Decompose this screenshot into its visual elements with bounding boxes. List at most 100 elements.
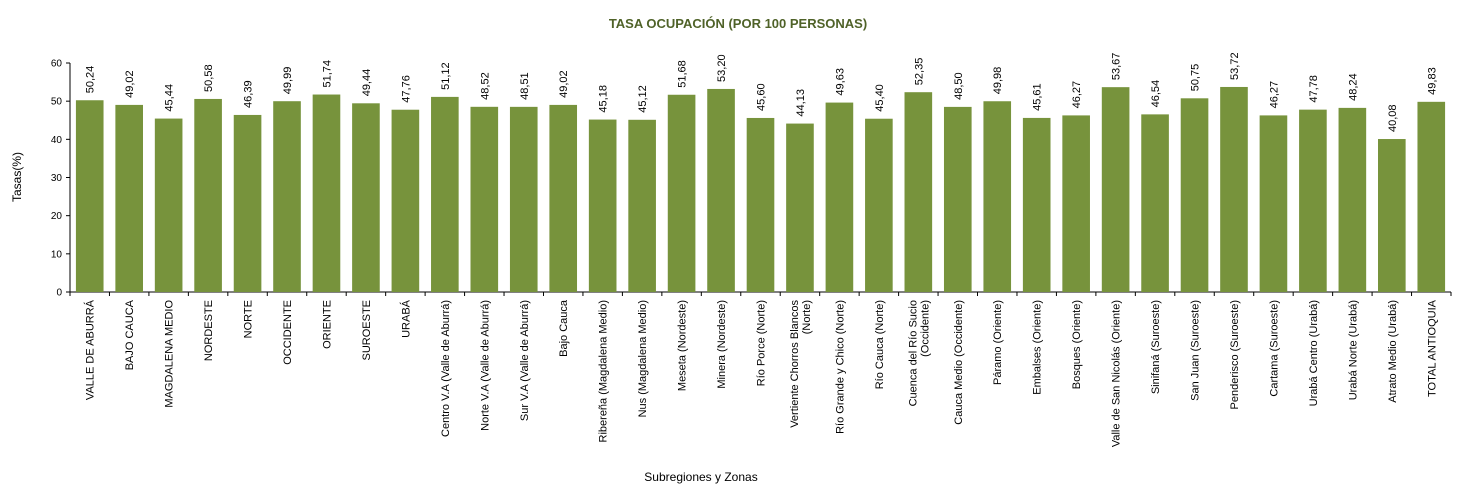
x-tick-label: Río Porce (Norte) [756,300,768,386]
y-axis-title: Tasas(%) [10,152,24,202]
data-label: 52,35 [913,58,925,86]
data-label: 44,13 [795,89,807,117]
plot-area: 0 10 20 30 40 50 60 50,24 VALLE DE ABURRÁ 49,02 BA… [51,52,1452,447]
bar [1180,98,1209,292]
bar [509,106,538,292]
bar [983,101,1012,292]
bar [1259,115,1288,292]
data-label: 46,54 [1150,80,1162,108]
bar [628,119,656,293]
x-tick-label: Páramo (Oriente) [992,300,1004,385]
data-label: 48,24 [1347,73,1359,101]
data-label: 46,39 [243,80,255,108]
x-tick-label: Sur V.A (Valle de Aburrá) [519,300,531,421]
x-tick-label: TOTAL ANTIOQUIA [1426,299,1438,397]
bar [667,94,696,292]
data-label: 40,08 [1387,104,1399,132]
y-tick-label: 0 [56,288,62,299]
x-tick-label: Embalses (Oriente) [1032,300,1044,395]
bar [1220,86,1248,293]
x-tick-label: Vertiente Chorros Blancos [789,300,801,428]
x-tick-label: Centro V.A (Valle de Aburrá) [440,300,452,437]
bar [154,118,183,292]
data-label: 49,44 [361,69,373,97]
data-label: 53,72 [1229,52,1241,80]
bar [1101,87,1130,292]
y-tick-label: 20 [51,211,63,222]
data-label: 45,44 [164,84,176,112]
bar [391,109,420,292]
data-label: 51,74 [321,60,333,88]
x-tick-label: SUROESTE [361,300,373,361]
x-tick-label: Nus (Magdalena Medio) [637,300,649,417]
x-tick-label: NORDESTE [203,300,215,361]
data-label: 50,58 [203,64,215,92]
bar [1417,101,1446,293]
x-tick-label: Bosques (Oriente) [1071,300,1083,389]
x-tick-label: Río Grande y Chico (Norte) [834,300,846,434]
data-label: 46,27 [1071,81,1083,109]
data-label: 53,20 [716,54,728,82]
bar [312,94,341,292]
data-label: 49,02 [124,70,136,98]
bar [865,118,893,293]
bar [115,104,143,292]
bar [707,88,735,292]
x-tick-label: San Juan (Suroeste) [1190,300,1202,401]
data-label: 51,12 [440,62,452,90]
x-tick-label: Penderisco (Suroeste) [1229,300,1241,409]
bar [1338,107,1367,292]
data-label: 45,12 [637,85,649,113]
x-tick-label: Cartama (Suroeste) [1268,300,1280,397]
data-label: 53,67 [1111,53,1123,81]
x-tick-label: Minera (Nordeste) [716,300,728,389]
x-tick-label: Atrato Medio (Urabá) [1387,300,1399,403]
data-label: 48,51 [519,72,531,100]
x-tick-label: Valle de San Nicolás (Oriente) [1111,300,1123,447]
data-label: 51,68 [677,60,689,88]
data-label: 48,52 [479,72,491,100]
bar [352,103,380,292]
y-tick-label: 40 [51,135,63,146]
bar [904,92,933,292]
bar [1022,117,1051,292]
x-tick-label: OCCIDENTE [282,300,294,365]
y-tick-label: 60 [51,59,63,70]
y-tick-label: 30 [51,173,63,184]
x-tick-label: NORTE [243,300,255,338]
data-label: 45,40 [874,84,886,112]
data-label: 45,60 [756,83,768,111]
data-label: 49,98 [992,67,1004,95]
bar [194,98,222,292]
x-tick-label: Urabá Centro (Urabá) [1308,300,1320,406]
x-tick-label: Norte V.A (Valle de Aburrá) [479,300,491,431]
bar [431,96,459,292]
bar [470,106,499,292]
x-tick-label: Cauca Medio (Occidente) [953,300,965,425]
data-label: 45,61 [1032,83,1044,111]
x-tick-label: URABÁ [399,299,412,338]
bar [1141,114,1169,292]
x-tick-label: MAGDALENA MEDIO [164,300,176,408]
data-label: 46,27 [1268,81,1280,109]
bar [233,114,262,293]
bar [1299,109,1327,292]
x-tick-label: Urabá Norte (Urabá) [1347,300,1359,400]
x-tick-label: (Occidente) [919,300,931,357]
data-label: 48,50 [953,72,965,100]
x-tick-label: BAJO CAUCA [124,299,136,370]
x-tick-label: Ribereña (Magdalena Medio) [598,300,610,442]
data-label: 49,83 [1426,67,1438,95]
x-tick-label: Meseta (Nordeste) [677,300,689,391]
bar [943,106,972,293]
x-tick-label: Río Cauca (Norte) [874,300,886,389]
x-tick-label: Cuenca del Río Sucio [907,300,919,406]
data-label: 49,63 [834,68,846,96]
x-tick-label: VALLE DE ABURRÁ [84,299,97,400]
data-label: 50,24 [85,66,97,94]
x-axis-title: Subregiones y Zonas [644,470,757,484]
bar [273,101,301,292]
data-label: 49,99 [282,67,294,95]
bar [1378,139,1406,292]
